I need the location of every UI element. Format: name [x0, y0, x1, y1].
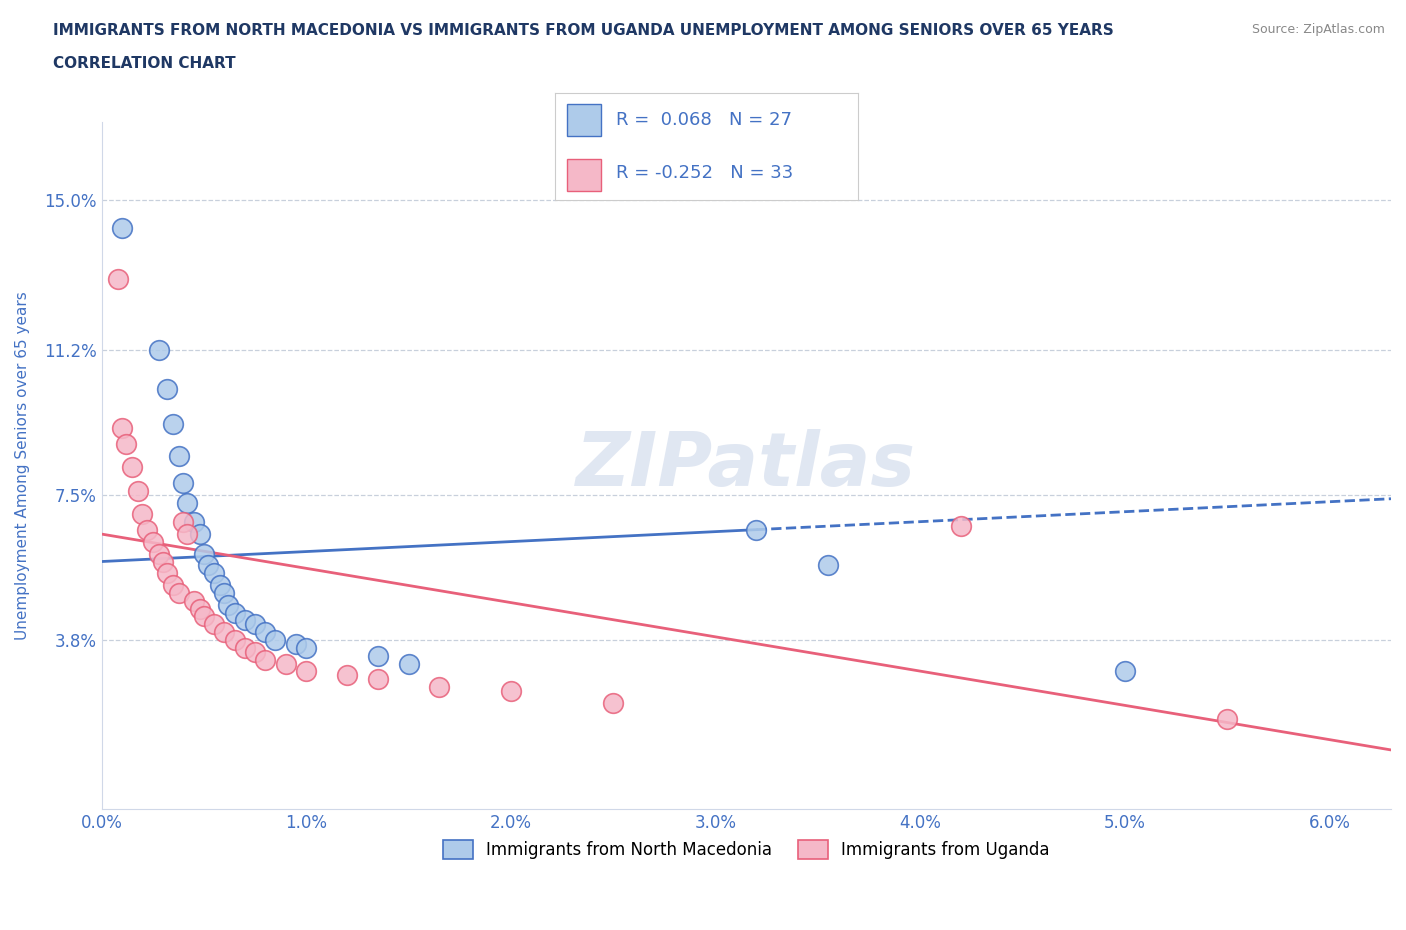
- Text: Source: ZipAtlas.com: Source: ZipAtlas.com: [1251, 23, 1385, 36]
- Point: [188, 526, 211, 541]
- Legend: Immigrants from North Macedonia, Immigrants from Uganda: Immigrants from North Macedonia, Immigra…: [436, 833, 1056, 866]
- Point: [254, 625, 277, 640]
- Point: [217, 597, 239, 612]
- Point: [209, 578, 232, 592]
- Point: [148, 546, 170, 561]
- Point: [188, 601, 211, 616]
- Point: [295, 664, 318, 679]
- Point: [745, 523, 768, 538]
- Point: [398, 657, 420, 671]
- Point: [214, 625, 236, 640]
- Point: [183, 515, 205, 530]
- Point: [193, 609, 215, 624]
- Point: [148, 342, 170, 357]
- Point: [152, 554, 174, 569]
- Point: [1216, 711, 1239, 726]
- Point: [233, 613, 256, 628]
- Point: [142, 535, 165, 550]
- Point: [131, 507, 153, 522]
- Bar: [568, 104, 600, 136]
- Point: [367, 648, 389, 663]
- Point: [156, 381, 179, 396]
- Point: [224, 632, 246, 647]
- Point: [197, 558, 219, 573]
- Point: [127, 484, 149, 498]
- Point: [243, 644, 266, 659]
- Point: [202, 617, 225, 631]
- Point: [162, 417, 184, 432]
- Bar: [568, 159, 600, 192]
- Text: R = -0.252   N = 33: R = -0.252 N = 33: [616, 165, 793, 182]
- Point: [427, 680, 450, 695]
- Y-axis label: Unemployment Among Seniors over 65 years: Unemployment Among Seniors over 65 years: [15, 291, 30, 640]
- Point: [183, 593, 205, 608]
- Point: [169, 586, 191, 601]
- Point: [121, 460, 143, 475]
- Point: [111, 420, 134, 435]
- Point: [214, 586, 236, 601]
- Text: CORRELATION CHART: CORRELATION CHART: [53, 56, 236, 71]
- Point: [202, 565, 225, 580]
- Point: [950, 519, 973, 534]
- Point: [176, 526, 198, 541]
- Point: [111, 220, 134, 235]
- Point: [135, 523, 157, 538]
- Point: [172, 515, 194, 530]
- Point: [295, 641, 318, 656]
- Point: [176, 495, 198, 510]
- Point: [243, 617, 266, 631]
- Point: [193, 546, 215, 561]
- Point: [254, 652, 277, 667]
- Point: [274, 657, 297, 671]
- Point: [172, 475, 194, 490]
- Point: [233, 641, 256, 656]
- Text: IMMIGRANTS FROM NORTH MACEDONIA VS IMMIGRANTS FROM UGANDA UNEMPLOYMENT AMONG SEN: IMMIGRANTS FROM NORTH MACEDONIA VS IMMIG…: [53, 23, 1114, 38]
- Point: [107, 272, 129, 286]
- Point: [156, 565, 179, 580]
- Point: [224, 605, 246, 620]
- Point: [162, 578, 184, 592]
- Point: [602, 696, 624, 711]
- Point: [336, 668, 359, 683]
- Point: [1114, 664, 1136, 679]
- Point: [499, 684, 522, 698]
- Point: [115, 436, 138, 451]
- Point: [817, 558, 839, 573]
- Point: [264, 632, 287, 647]
- Point: [367, 671, 389, 686]
- Text: ZIPatlas: ZIPatlas: [576, 429, 917, 502]
- Point: [169, 448, 191, 463]
- Text: R =  0.068   N = 27: R = 0.068 N = 27: [616, 111, 792, 128]
- Point: [284, 636, 307, 651]
